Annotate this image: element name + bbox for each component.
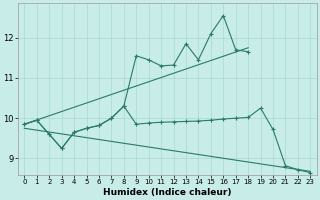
X-axis label: Humidex (Indice chaleur): Humidex (Indice chaleur): [103, 188, 232, 197]
